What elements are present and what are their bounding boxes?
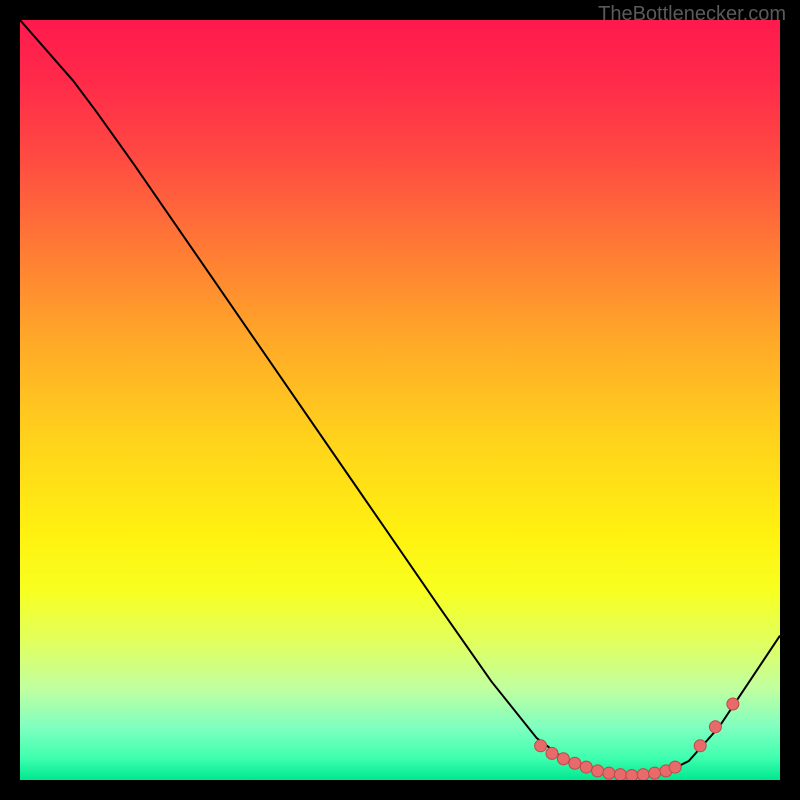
curve-marker <box>569 757 581 769</box>
curve-marker <box>603 767 615 779</box>
curve-marker <box>649 767 661 779</box>
curve-marker <box>626 769 638 780</box>
curve-marker <box>546 747 558 759</box>
curve-marker <box>557 753 569 765</box>
curve-marker <box>694 740 706 752</box>
chart-curve-layer <box>20 20 780 780</box>
curve-marker <box>535 740 547 752</box>
curve-marker <box>669 761 681 773</box>
curve-marker <box>637 769 649 780</box>
curve-marker <box>580 761 592 773</box>
chart-plot-area <box>20 20 780 780</box>
curve-marker <box>709 721 721 733</box>
curve-marker <box>592 765 604 777</box>
curve-marker <box>727 698 739 710</box>
curve-marker <box>614 769 626 780</box>
watermark-text: TheBottlenecker.com <box>598 3 786 26</box>
bottleneck-curve <box>20 20 780 776</box>
